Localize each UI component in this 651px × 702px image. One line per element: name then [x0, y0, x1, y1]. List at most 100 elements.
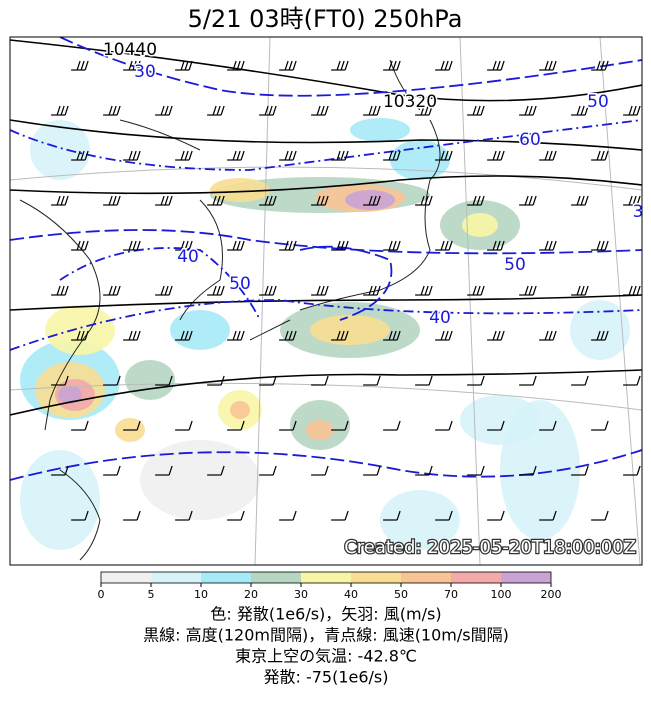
barb-feather	[532, 195, 537, 206]
barb-feather	[604, 240, 609, 251]
barb-feather	[396, 240, 401, 251]
barb-feather	[64, 105, 69, 116]
barb-feather	[184, 60, 189, 71]
barb-feather	[420, 285, 425, 296]
barb-feather	[584, 375, 589, 386]
wind-barb	[175, 240, 193, 251]
barb-feather	[76, 60, 81, 71]
wind-barb	[487, 60, 505, 71]
barb-feather	[448, 240, 453, 251]
barb-feather	[480, 375, 485, 386]
barb-feather	[80, 240, 85, 251]
coastline	[249, 319, 291, 341]
wind-barb	[591, 420, 609, 431]
wind-barb	[279, 60, 297, 71]
divergence-area	[45, 305, 115, 355]
barb-feather	[552, 60, 557, 71]
divergence-area	[345, 190, 395, 210]
barb-feather	[636, 105, 641, 116]
barb-feather	[132, 330, 137, 341]
barb-feather	[392, 240, 397, 251]
barb-feather	[376, 285, 381, 296]
barb-feather	[212, 285, 217, 296]
barb-feather	[368, 195, 373, 206]
barb-feather	[236, 60, 241, 71]
colorbar-tick-label: 10	[194, 588, 208, 601]
barb-feather	[604, 330, 609, 341]
wind-barb	[467, 375, 485, 386]
wind-barb	[259, 105, 277, 116]
barb-feather	[428, 465, 433, 476]
barb-feather	[496, 60, 501, 71]
barb-feather	[584, 195, 589, 206]
wind-barb	[71, 330, 89, 341]
barb-feather	[284, 240, 289, 251]
barb-feather	[440, 330, 445, 341]
barb-feather	[500, 420, 505, 431]
barb-feather	[108, 105, 113, 116]
barb-feather	[216, 285, 221, 296]
wind-speed-contour	[59, 37, 642, 97]
barb-feather	[532, 105, 537, 116]
barb-feather	[604, 150, 609, 161]
wind-barb	[415, 195, 433, 206]
wind-barb	[71, 420, 89, 431]
barb-feather	[344, 240, 349, 251]
barb-feather	[576, 105, 581, 116]
barb-feather	[76, 240, 81, 251]
wind-barb	[175, 60, 193, 71]
wind-barb	[123, 330, 141, 341]
barb-feather	[344, 150, 349, 161]
wind-barb	[311, 105, 329, 116]
divergence-area	[230, 401, 250, 419]
barb-feather	[628, 105, 633, 116]
barb-feather	[600, 60, 605, 71]
barb-feather	[376, 465, 381, 476]
barb-feather	[368, 285, 373, 296]
colorbar-segment	[151, 572, 201, 583]
wind-barb	[383, 150, 401, 161]
wind-barb	[487, 510, 505, 521]
colorbar-tick-label: 40	[344, 588, 358, 601]
barb-feather	[600, 150, 605, 161]
wind-barb	[51, 285, 69, 296]
contour-label: 30	[134, 62, 156, 82]
wind-speed-contour	[59, 247, 261, 321]
wind-barb	[279, 420, 297, 431]
barb-feather	[632, 105, 637, 116]
barb-feather	[448, 330, 453, 341]
barb-feather	[188, 510, 193, 521]
graticule	[10, 382, 642, 411]
barb-feather	[160, 285, 165, 296]
barb-feather	[548, 240, 553, 251]
barb-feather	[76, 330, 81, 341]
wind-barb	[51, 105, 69, 116]
colorbar-tick-label: 0	[98, 588, 105, 601]
wind-barb	[155, 465, 173, 476]
wind-barb	[331, 420, 349, 431]
barb-feather	[264, 105, 269, 116]
colorbar-tick-label: 70	[444, 588, 458, 601]
barb-feather	[136, 60, 141, 71]
barb-feather	[388, 150, 393, 161]
wind-barb	[123, 60, 141, 71]
barb-feather	[180, 150, 185, 161]
wind-barb	[435, 510, 453, 521]
wind-barb	[415, 105, 433, 116]
wind-barb	[155, 195, 173, 206]
colorbar-tick-label: 30	[294, 588, 308, 601]
barb-feather	[212, 105, 217, 116]
wind-barb	[519, 375, 537, 386]
barb-feather	[116, 195, 121, 206]
barb-feather	[56, 285, 61, 296]
wind-barb	[207, 105, 225, 116]
wind-barb	[467, 285, 485, 296]
barb-feather	[492, 60, 497, 71]
wind-barb	[643, 241, 651, 250]
wind-barb	[259, 375, 277, 386]
barb-feather	[268, 285, 273, 296]
barb-feather	[472, 105, 477, 116]
barb-feather	[64, 285, 69, 296]
wind-barb	[279, 510, 297, 521]
barb-feather	[324, 195, 329, 206]
